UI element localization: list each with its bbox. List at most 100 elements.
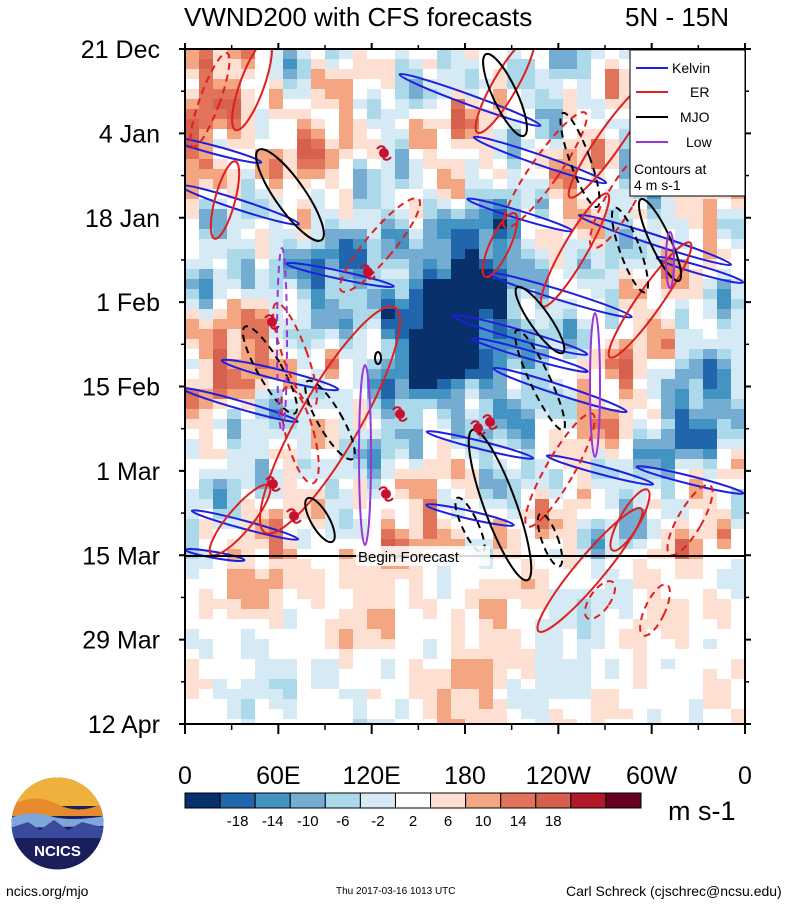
field-cell: [675, 569, 690, 580]
field-cell: [563, 439, 578, 450]
field-cell: [479, 719, 494, 724]
field-cell: [339, 59, 354, 70]
field-cell: [703, 339, 718, 350]
field-cell: [507, 589, 522, 600]
field-cell: [549, 559, 564, 570]
field-cell: [227, 649, 242, 660]
field-cell: [577, 629, 592, 640]
field-cell: [241, 219, 256, 230]
field-cell: [185, 239, 200, 250]
field-cell: [409, 529, 424, 540]
field-cell: [241, 269, 256, 280]
field-cell: [619, 549, 634, 560]
field-cell: [451, 349, 466, 360]
field-cell: [451, 79, 466, 90]
field-cell: [367, 569, 382, 580]
field-cell: [199, 389, 214, 400]
field-cell: [311, 459, 326, 470]
field-cell: [311, 119, 326, 130]
field-cell: [633, 359, 648, 370]
field-cell: [367, 329, 382, 340]
field-cell: [311, 389, 326, 400]
field-cell: [535, 499, 550, 510]
field-cell: [577, 709, 592, 720]
field-cell: [507, 359, 522, 370]
field-cell: [283, 569, 298, 580]
field-cell: [339, 349, 354, 360]
field-cell: [661, 569, 676, 580]
field-cell: [437, 229, 452, 240]
field-cell: [367, 139, 382, 150]
field-cell: [297, 239, 312, 250]
field-cell: [689, 559, 704, 570]
field-cell: [423, 399, 438, 410]
colorbar-tick-label: 10: [475, 813, 492, 830]
field-cell: [311, 259, 326, 270]
field-cell: [255, 689, 270, 700]
field-cell: [409, 489, 424, 500]
field-cell: [227, 509, 242, 520]
field-cell: [311, 709, 326, 720]
field-cell: [521, 269, 536, 280]
field-cell: [367, 509, 382, 520]
field-cell: [493, 209, 508, 220]
field-cell: [633, 599, 648, 610]
field-cell: [563, 649, 578, 660]
field-cell: [423, 99, 438, 110]
field-cell: [185, 359, 200, 370]
field-cell: [185, 169, 200, 180]
field-cell: [185, 669, 200, 680]
field-cell: [493, 299, 508, 310]
field-cell: [255, 269, 270, 280]
field-cell: [563, 59, 578, 70]
field-cell: [731, 519, 745, 530]
field-cell: [549, 139, 564, 150]
field-cell: [367, 189, 382, 200]
field-cell: [409, 99, 424, 110]
field-cell: [521, 429, 536, 440]
field-cell: [675, 719, 690, 724]
field-cell: [465, 169, 480, 180]
field-cell: [689, 279, 704, 290]
field-cell: [423, 449, 438, 460]
field-cell: [549, 449, 564, 460]
field-cell: [661, 349, 676, 360]
site-link[interactable]: ncics.org/mjo: [6, 883, 89, 899]
field-cell: [521, 669, 536, 680]
field-cell: [283, 89, 298, 100]
field-cell: [325, 199, 340, 210]
ncics-logo[interactable]: NCICS: [10, 776, 105, 871]
field-cell: [185, 59, 200, 70]
field-cell: [297, 99, 312, 110]
field-cell: [339, 159, 354, 170]
field-cell: [213, 79, 228, 90]
field-cell: [241, 259, 256, 270]
field-cell: [647, 379, 662, 390]
x-tick-label: 180: [444, 762, 486, 790]
field-cell: [423, 149, 438, 160]
field-cell: [367, 369, 382, 380]
field-cell: [605, 149, 620, 160]
field-cell: [297, 679, 312, 690]
field-cell: [605, 159, 620, 170]
field-cell: [563, 259, 578, 270]
field-cell: [437, 719, 452, 724]
field-cell: [451, 329, 466, 340]
field-cell: [213, 129, 228, 140]
field-cell: [479, 609, 494, 620]
field-cell: [269, 509, 284, 520]
field-cell: [311, 149, 326, 160]
field-cell: [619, 249, 634, 260]
field-cell: [661, 699, 676, 710]
mjo-contour: [304, 379, 356, 461]
field-cell: [577, 519, 592, 530]
field-cell: [213, 349, 228, 360]
field-cell: [633, 279, 648, 290]
field-cell: [731, 669, 745, 680]
field-cell: [353, 359, 368, 370]
field-cell: [535, 389, 550, 400]
field-cell: [297, 149, 312, 160]
field-cell: [269, 399, 284, 410]
field-cell: [395, 459, 410, 470]
field-cell: [563, 369, 578, 380]
